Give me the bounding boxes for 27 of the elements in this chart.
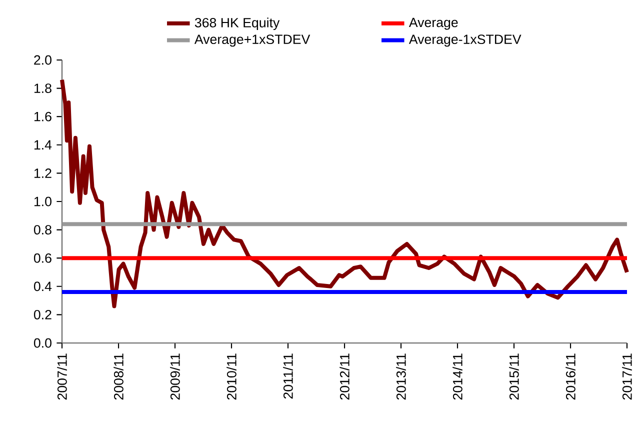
x-tick-label: 2015/11 [509,354,519,400]
y-tick-label: 0.6 [34,253,52,263]
x-tick-label: 2013/11 [396,354,406,400]
x-tick-label: 2016/11 [566,354,576,400]
x-tick-label: 2008/11 [114,354,124,400]
legend-label: Average-1xSTDEV [408,34,522,47]
y-tick-label: 0.0 [34,338,52,348]
y-tick-label: 1.8 [34,84,52,94]
y-tick-label: 2.0 [34,55,52,65]
x-tick-label: 2007/11 [57,354,67,400]
y-tick-label: 0.2 [34,310,52,320]
legend-label: 368 HK Equity [194,18,280,30]
legend-label: Average+1xSTDEV [194,34,310,47]
x-tick-label: 2014/11 [452,354,462,400]
y-tick-label: 1.6 [34,112,52,122]
line-series [60,78,629,308]
x-tick-label: 2010/11 [226,354,236,400]
x-tick-label: 2009/11 [170,354,180,400]
x-tick-label: 2017/11 [622,354,632,400]
y-tick-label: 0.8 [34,225,52,235]
y-tick-label: 1.2 [34,168,52,178]
y-tick-label: 1.0 [34,196,52,206]
y-tick-label: 1.4 [34,140,52,150]
x-tick-label: 2012/11 [340,354,350,400]
y-tick-label: 0.4 [34,282,52,292]
legend-label: Average [408,18,458,30]
x-tick-label: 2011/11 [283,354,293,399]
